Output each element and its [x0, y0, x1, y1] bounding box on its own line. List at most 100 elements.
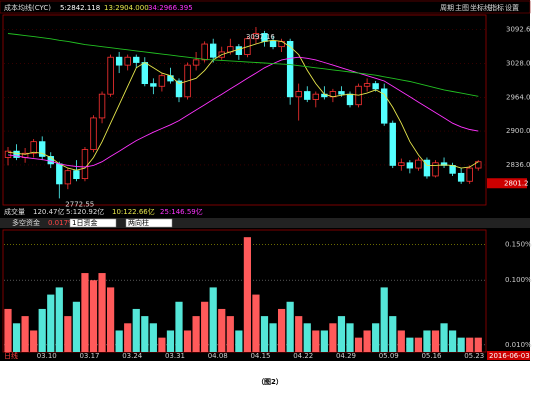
candle-body — [235, 46, 243, 55]
ma-line — [7, 56, 479, 168]
selector-text[interactable]: 两向柱 — [128, 218, 149, 227]
volume-label: 成交量 — [4, 207, 25, 216]
candle-body — [175, 80, 183, 98]
ma-line — [7, 33, 479, 97]
bar — [252, 294, 260, 352]
bar — [158, 337, 166, 352]
high-annotation: 3097.16 — [246, 33, 275, 41]
chart-title: 成本均线(CYC) — [4, 3, 51, 12]
bar — [141, 316, 149, 352]
candle-body — [398, 162, 405, 166]
x-tick-label: 04.22 — [293, 352, 313, 360]
bar — [243, 237, 251, 352]
bar — [55, 287, 63, 352]
candle-body — [13, 150, 20, 158]
main-frame — [2, 14, 487, 206]
header-bar — [0, 0, 531, 14]
bar — [226, 316, 234, 352]
period-label: 日线 — [4, 351, 18, 360]
x-tick-label: 04.15 — [250, 352, 270, 360]
bar — [312, 330, 320, 352]
volume-ma: 10:122.66亿 — [112, 207, 155, 216]
bar — [64, 316, 72, 352]
y-tick-label: 3092.6 — [506, 25, 531, 33]
selector[interactable] — [69, 218, 117, 228]
x-tick-label: 03.24 — [122, 352, 143, 360]
bar — [380, 287, 388, 352]
selector-text[interactable]: 1日资金 — [72, 218, 97, 227]
candle-body — [115, 56, 123, 66]
bar — [278, 308, 286, 352]
toolbar-item[interactable]: 主图 — [455, 3, 469, 12]
bar — [115, 330, 123, 352]
candle-body — [56, 163, 63, 185]
candle-body — [158, 75, 166, 87]
candle-body — [30, 141, 37, 154]
toolbar-item[interactable]: 周期 — [440, 4, 454, 12]
candle-body — [338, 91, 345, 95]
bar — [295, 316, 303, 352]
funds-value: 0.017% — [48, 219, 75, 227]
bar — [389, 316, 397, 352]
candle-body — [363, 83, 371, 87]
date-label: 2016-06-03 五 — [489, 352, 539, 360]
bar — [12, 323, 21, 352]
candle-body — [312, 93, 319, 100]
bar — [149, 323, 157, 352]
candle-body — [432, 162, 439, 177]
candle-body — [466, 167, 473, 182]
candle-body — [133, 56, 140, 63]
legend-entry: 5:2842.118 — [60, 4, 100, 12]
last-price-label: 2801.2 — [504, 179, 529, 187]
y-tick-label: 0.010% — [505, 341, 532, 349]
y-tick-label: 2964.0 — [506, 93, 531, 101]
selector[interactable] — [125, 218, 173, 228]
y-tick-label: 0.100% — [505, 276, 532, 284]
x-tick-label: 05.09 — [379, 352, 399, 360]
bar — [414, 337, 422, 352]
bar — [337, 316, 346, 352]
bar — [286, 301, 294, 352]
bar — [183, 330, 192, 352]
candle-body — [167, 75, 174, 82]
y-tick-label: 2836.0 — [506, 161, 531, 169]
bar — [107, 287, 115, 352]
bar — [30, 330, 38, 352]
bar — [89, 280, 98, 352]
bar — [457, 337, 465, 352]
bar — [72, 301, 80, 352]
bar — [4, 308, 12, 352]
candle-body — [440, 162, 448, 166]
bar — [21, 316, 29, 352]
candle-body — [124, 56, 131, 66]
x-tick-label: 03.10 — [37, 352, 57, 360]
y-tick-label: 3028.0 — [506, 60, 531, 68]
bar — [235, 330, 243, 352]
bar — [98, 273, 106, 352]
toolbar-item[interactable]: 坐标线 — [470, 3, 491, 12]
toolbar-item[interactable]: 指标 — [490, 3, 504, 12]
candle-body — [192, 59, 200, 66]
bar — [354, 337, 363, 352]
bar — [38, 308, 46, 352]
candle-body — [372, 83, 379, 90]
candle-body — [423, 159, 431, 177]
bar — [372, 323, 380, 352]
bar — [449, 330, 457, 352]
bar — [431, 330, 440, 352]
last-price-box — [487, 178, 527, 189]
bar — [201, 301, 209, 352]
x-tick-label: 03.17 — [79, 352, 99, 360]
candle-body — [4, 150, 12, 158]
toolbar-item[interactable]: 设置 — [505, 3, 519, 12]
x-tick-label: 05.23 — [464, 352, 484, 360]
x-tick-label: 05.16 — [421, 352, 442, 360]
low-annotation: 2772.55 — [65, 200, 94, 208]
candle-body — [252, 33, 260, 40]
y-tick-label: 2900.0 — [506, 127, 531, 135]
candle-body — [39, 141, 46, 157]
legend-entry: 34:2966.395 — [148, 4, 193, 12]
bar — [303, 323, 311, 352]
candle-body — [141, 62, 148, 85]
candle-body — [107, 56, 114, 95]
